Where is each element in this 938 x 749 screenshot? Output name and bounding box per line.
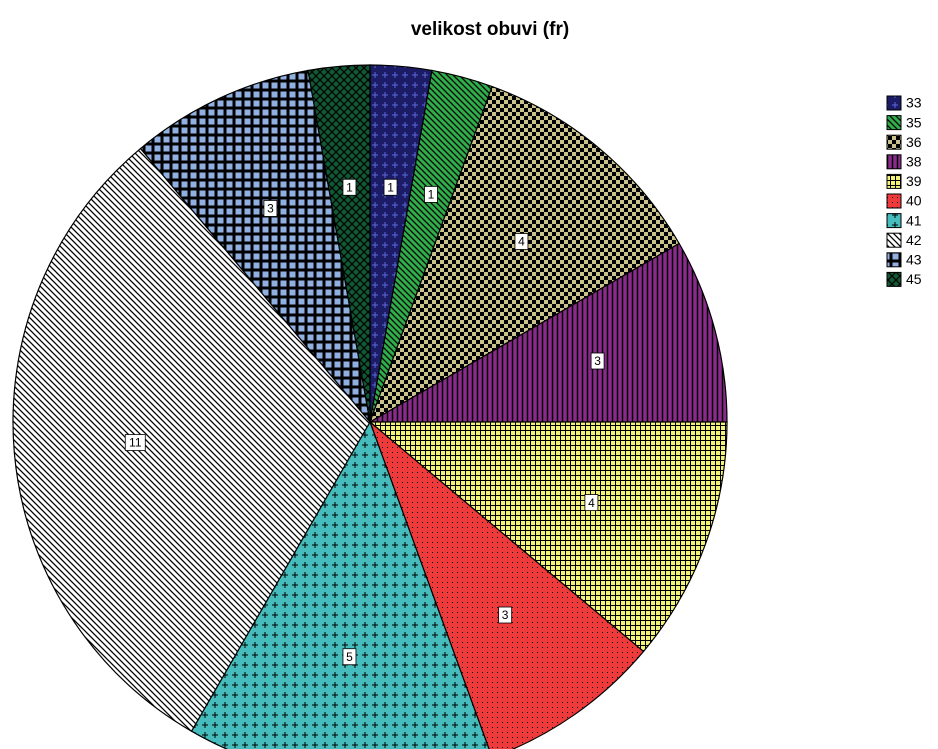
data-label-box	[124, 434, 146, 451]
data-label: 3	[267, 202, 274, 216]
legend-label: 42	[906, 232, 922, 248]
data-label-box	[424, 186, 438, 203]
legend-swatch	[886, 154, 902, 170]
pie-slice	[190, 420, 490, 749]
pie-slice	[307, 64, 371, 423]
legend-swatch	[886, 271, 902, 287]
pie-slice	[367, 242, 728, 423]
legend-swatch	[886, 252, 902, 268]
legend-swatch	[886, 193, 902, 209]
legend-label: 35	[906, 114, 922, 130]
data-label: 1	[346, 180, 353, 194]
legend-label: 36	[906, 134, 922, 150]
legend-swatch	[886, 115, 902, 131]
data-label-box	[584, 494, 599, 511]
data-label-box	[590, 352, 605, 370]
pie-slice	[139, 69, 371, 425]
data-label-box	[342, 648, 357, 666]
data-label: 4	[518, 235, 525, 249]
data-label: 5	[346, 650, 353, 664]
data-label: 4	[588, 496, 595, 510]
data-label: 3	[594, 354, 601, 368]
pie-slice	[368, 85, 680, 424]
legend-swatch	[886, 213, 902, 229]
pie-slice	[12, 147, 371, 732]
data-label-box	[498, 606, 513, 624]
chart-title: velikost obuvi (fr)	[411, 19, 569, 40]
data-label: 1	[428, 188, 435, 202]
legend-label: 45	[906, 271, 922, 287]
data-label-box	[263, 200, 278, 217]
data-label-box	[383, 178, 398, 196]
legend-label: 38	[906, 154, 922, 170]
data-label-box	[342, 178, 357, 196]
legend-swatch	[886, 95, 902, 111]
legend-label: 40	[906, 193, 922, 209]
legend-swatch	[886, 173, 902, 189]
legend-label: 41	[906, 212, 922, 228]
data-label-box	[514, 233, 529, 250]
pie-slice	[368, 420, 645, 749]
data-label: 11	[129, 436, 142, 450]
pie-slice	[368, 421, 728, 653]
legend-label: 43	[906, 252, 922, 268]
legend-label: 39	[906, 173, 922, 189]
data-label: 1	[387, 180, 394, 194]
legend-swatch	[886, 232, 902, 248]
data-label: 3	[502, 608, 509, 622]
legend-label: 33	[906, 95, 922, 111]
legend-swatch	[886, 134, 902, 150]
